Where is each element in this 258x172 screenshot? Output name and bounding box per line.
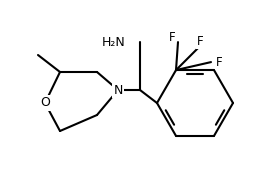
Text: F: F [216, 56, 222, 69]
Text: O: O [40, 96, 50, 110]
Text: F: F [169, 31, 175, 44]
Text: F: F [197, 35, 203, 48]
Text: H₂N: H₂N [102, 35, 126, 49]
Text: N: N [113, 83, 123, 96]
